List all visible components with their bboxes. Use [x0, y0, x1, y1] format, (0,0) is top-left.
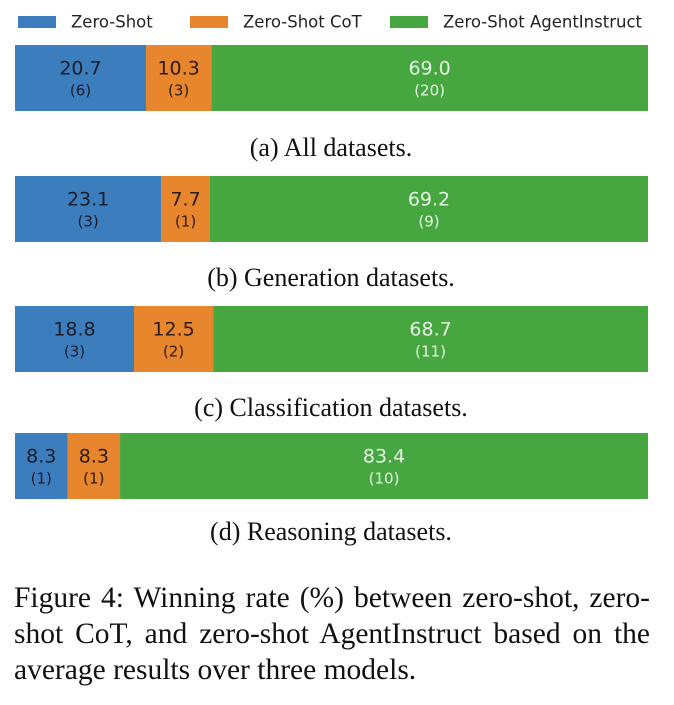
- count-label: (9): [418, 213, 439, 231]
- legend-swatch: [18, 16, 56, 28]
- subplot-caption: (c) Classification datasets.: [194, 393, 468, 422]
- value-label: 12.5: [152, 319, 194, 341]
- value-label: 23.1: [67, 189, 109, 211]
- legend-swatch: [190, 16, 228, 28]
- bar-segment: [213, 306, 648, 372]
- count-label: (1): [175, 213, 196, 231]
- legend-label: Zero-Shot AgentInstruct: [443, 13, 643, 32]
- bar-segment: [15, 176, 162, 242]
- bar-segment: [161, 176, 210, 242]
- count-label: (1): [83, 470, 104, 488]
- legend-swatch: [390, 16, 428, 28]
- count-label: (11): [415, 343, 446, 361]
- bar-segment: [209, 176, 649, 242]
- bar-segment: [120, 433, 648, 499]
- figure-caption: Figure 4: Winning rate (%) between zero-…: [14, 582, 650, 686]
- bar-segment: [15, 306, 135, 372]
- legend-label: Zero-Shot CoT: [243, 13, 363, 32]
- subplot-caption: (b) Generation datasets.: [207, 263, 455, 292]
- legend-label: Zero-Shot: [71, 13, 153, 32]
- value-label: 18.8: [53, 319, 95, 341]
- bar-segment: [146, 45, 212, 111]
- value-label: 8.3: [26, 446, 56, 468]
- count-label: (3): [168, 82, 189, 100]
- subplot-caption: (a) All datasets.: [250, 133, 412, 162]
- count-label: (2): [163, 343, 184, 361]
- bar-segment: [67, 433, 121, 499]
- count-label: (6): [70, 82, 91, 100]
- value-label: 69.0: [408, 58, 450, 80]
- value-label: 20.7: [59, 58, 101, 80]
- value-label: 8.3: [79, 446, 109, 468]
- bar-segment: [15, 45, 147, 111]
- bar-segment: [211, 45, 649, 111]
- count-label: (3): [64, 343, 85, 361]
- bar-segment: [15, 433, 68, 499]
- count-label: (10): [369, 470, 400, 488]
- bar-segment: [134, 306, 214, 372]
- value-label: 69.2: [408, 189, 450, 211]
- count-label: (3): [77, 213, 98, 231]
- value-label: 83.4: [363, 446, 405, 468]
- value-label: 68.7: [409, 319, 451, 341]
- subplot-caption: (d) Reasoning datasets.: [210, 517, 452, 546]
- value-label: 7.7: [170, 189, 200, 211]
- value-label: 10.3: [157, 58, 199, 80]
- chart: Zero-Shot Zero-Shot CoT Zero-Shot AgentIns…: [15, 13, 649, 546]
- count-label: (1): [31, 470, 52, 488]
- count-label: (20): [414, 82, 445, 100]
